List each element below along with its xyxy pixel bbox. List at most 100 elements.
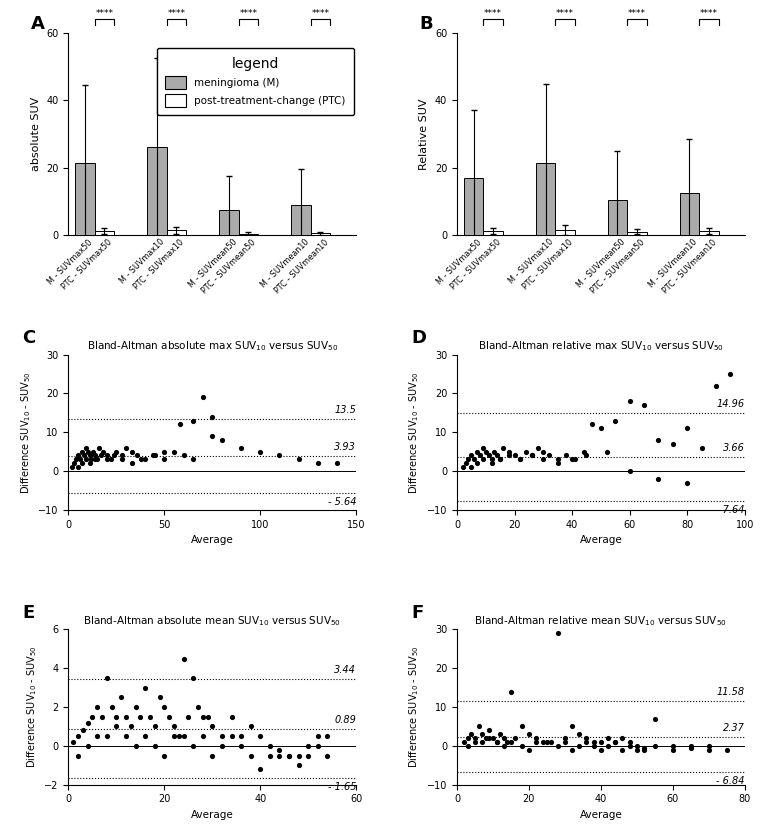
Point: [226, 710, 238, 724]
Point: [515, 719, 527, 733]
Point: [149, 739, 161, 752]
Point: [624, 464, 636, 477]
Point: [72, 461, 84, 474]
Point: [168, 729, 180, 743]
Point: [610, 735, 622, 748]
Point: [543, 449, 555, 462]
Point: [158, 453, 170, 466]
Point: [197, 391, 209, 404]
X-axis label: Average: Average: [580, 810, 622, 820]
Point: [76, 457, 88, 470]
Point: [461, 732, 473, 745]
Point: [494, 728, 506, 741]
Point: [552, 627, 564, 640]
Text: ****: ****: [239, 9, 258, 18]
Y-axis label: Difference SUV$_{10}$ - SUV$_{50}$: Difference SUV$_{10}$ - SUV$_{50}$: [407, 646, 421, 768]
Point: [703, 739, 715, 752]
Point: [235, 729, 247, 743]
Point: [552, 457, 564, 470]
Point: [544, 735, 556, 748]
Point: [595, 422, 607, 435]
Point: [87, 710, 99, 724]
Point: [537, 453, 549, 466]
Point: [129, 700, 141, 714]
Point: [526, 449, 538, 462]
Point: [483, 724, 496, 737]
Title: Bland-Altman absolute max SUV$_{10}$ versus SUV$_{50}$: Bland-Altman absolute max SUV$_{10}$ ver…: [87, 339, 338, 353]
Point: [526, 449, 538, 462]
Text: D: D: [411, 329, 426, 347]
Text: 2.37: 2.37: [723, 723, 745, 733]
Point: [235, 441, 247, 454]
Y-axis label: Difference SUV$_{10}$ - SUV$_{50}$: Difference SUV$_{10}$ - SUV$_{50}$: [407, 371, 421, 494]
Point: [487, 732, 499, 745]
Point: [552, 453, 564, 466]
Point: [523, 728, 535, 741]
Point: [77, 724, 89, 737]
Bar: [699, 231, 718, 235]
Point: [465, 449, 477, 462]
Point: [81, 445, 93, 458]
Point: [89, 449, 101, 462]
Title: Bland-Altman absolute mean SUV$_{10}$ versus SUV$_{50}$: Bland-Altman absolute mean SUV$_{10}$ ve…: [84, 614, 341, 628]
Point: [216, 729, 228, 743]
Bar: [556, 230, 575, 235]
X-axis label: Average: Average: [580, 535, 622, 545]
Text: C: C: [22, 329, 36, 347]
Text: B: B: [420, 15, 433, 33]
Point: [720, 743, 733, 757]
Point: [541, 735, 553, 748]
Point: [502, 445, 515, 458]
Point: [498, 739, 510, 752]
Bar: [627, 231, 647, 235]
Point: [624, 739, 636, 752]
Point: [173, 729, 185, 743]
Bar: [219, 210, 239, 235]
Point: [486, 457, 498, 470]
Point: [458, 735, 470, 748]
Point: [473, 719, 485, 733]
Text: 13.5: 13.5: [334, 405, 356, 415]
Point: [144, 710, 156, 724]
Text: ****: ****: [312, 9, 329, 18]
Point: [235, 739, 247, 752]
Point: [89, 453, 101, 466]
Text: ****: ****: [628, 9, 646, 18]
Point: [81, 739, 93, 752]
Point: [129, 739, 141, 752]
Point: [120, 729, 132, 743]
Point: [85, 453, 97, 466]
Point: [490, 735, 502, 748]
Point: [139, 681, 151, 694]
Point: [573, 728, 585, 741]
Point: [652, 434, 664, 447]
Bar: [311, 233, 330, 235]
Point: [149, 449, 161, 462]
Point: [283, 749, 295, 762]
Point: [149, 719, 161, 733]
Point: [471, 457, 483, 470]
Point: [206, 749, 218, 762]
Point: [465, 461, 477, 474]
Bar: [464, 178, 483, 235]
Point: [274, 449, 286, 462]
Point: [254, 762, 266, 776]
Point: [74, 453, 86, 466]
Point: [139, 729, 151, 743]
Point: [197, 729, 209, 743]
Point: [302, 749, 315, 762]
Point: [264, 749, 276, 762]
Point: [120, 710, 132, 724]
Text: ****: ****: [95, 9, 113, 18]
Point: [468, 453, 480, 466]
Point: [505, 685, 517, 698]
Point: [206, 719, 218, 733]
Point: [566, 453, 578, 466]
Text: ****: ****: [167, 9, 185, 18]
Point: [147, 449, 159, 462]
Point: [173, 418, 185, 431]
Y-axis label: Difference SUV$_{10}$ - SUV$_{50}$: Difference SUV$_{10}$ - SUV$_{50}$: [25, 646, 39, 768]
Point: [559, 732, 571, 745]
Title: Bland-Altman relative max SUV$_{10}$ versus SUV$_{50}$: Bland-Altman relative max SUV$_{10}$ ver…: [478, 339, 724, 353]
Point: [226, 729, 238, 743]
